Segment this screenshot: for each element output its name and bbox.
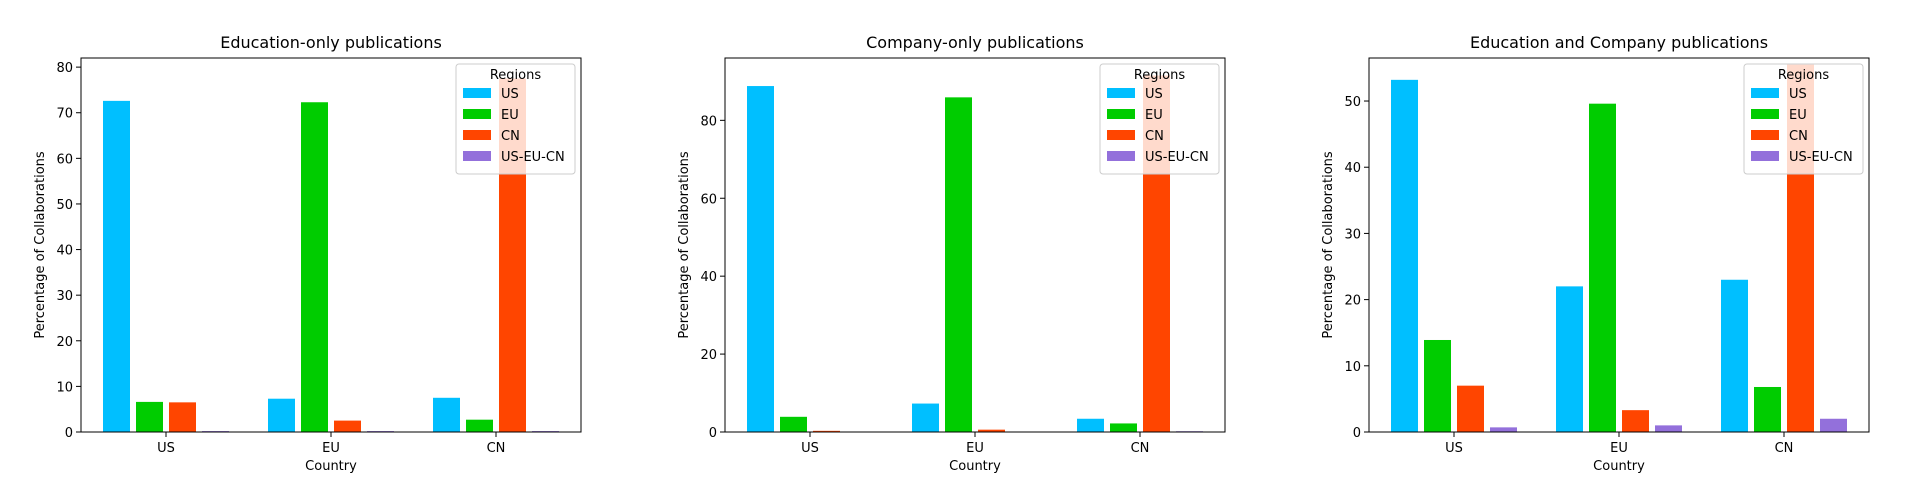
x-tick-label: US — [801, 441, 819, 456]
bar-us-eu — [912, 403, 939, 432]
y-tick-label: 40 — [700, 270, 717, 285]
y-tick-label: 80 — [700, 114, 717, 129]
bar-eu-us — [136, 401, 163, 432]
bar-eu-eu — [301, 102, 328, 433]
legend-title: Regions — [1778, 68, 1830, 83]
legend-label-eu: EU — [501, 108, 519, 123]
legend-swatch-cn — [1751, 130, 1779, 140]
bar-eu-cn — [1754, 386, 1781, 432]
y-tick-label: 40 — [56, 244, 73, 259]
legend: Regions US EU CN US-EU-CN — [1099, 63, 1220, 175]
legend-label-cn: CN — [1789, 129, 1808, 144]
y-tick-label: 60 — [56, 152, 73, 167]
chart-panel-2: Company-only publications 0 20 40 60 80 US EU CN… — [677, 33, 1226, 474]
legend-swatch-eu — [1751, 109, 1779, 119]
legend-label-cn: CN — [1145, 129, 1164, 144]
legend-title: Regions — [490, 68, 542, 83]
x-axis-label: Country — [1593, 459, 1645, 474]
chart-title: Education-only publications — [220, 33, 442, 52]
x-tick-label: EU — [322, 441, 340, 456]
legend-title: Regions — [1134, 68, 1186, 83]
y-tick-label: 20 — [700, 348, 717, 363]
bar-us-eu — [268, 398, 295, 432]
legend-swatch-us — [463, 88, 491, 98]
legend-label-us-eu-cn: US-EU-CN — [1145, 150, 1209, 165]
legend-label-cn: CN — [501, 129, 520, 144]
bar-us-eu-cn-us — [1490, 427, 1517, 432]
chart-panel-3: Education and Company publications 0 10 20 3… — [1321, 33, 1870, 474]
chart-title: Company-only publications — [866, 33, 1084, 52]
bar-cn-us — [813, 430, 840, 432]
y-tick-label: 50 — [1344, 95, 1361, 110]
bar-us-eu-cn-cn — [1820, 418, 1847, 432]
x-axis-label: Country — [305, 459, 357, 474]
x-tick-label: US — [157, 441, 175, 456]
y-tick-label: 0 — [1353, 426, 1361, 441]
legend-label-us: US — [1145, 87, 1163, 102]
bar-us-cn — [433, 397, 460, 432]
bar-eu-us — [1424, 339, 1451, 432]
y-tick-label: 20 — [1344, 294, 1361, 309]
x-tick-label: EU — [1610, 441, 1628, 456]
legend-label-eu: EU — [1145, 108, 1163, 123]
bar-us-us — [747, 86, 774, 433]
bar-us-cn — [1077, 418, 1104, 432]
legend-label-eu: EU — [1789, 108, 1807, 123]
chart-title: Education and Company publications — [1470, 33, 1768, 52]
x-tick-label: CN — [487, 441, 506, 456]
bar-us-eu — [1556, 286, 1583, 432]
y-tick-label: 30 — [1344, 227, 1361, 242]
x-tick-label: CN — [1775, 441, 1794, 456]
legend-swatch-us-eu-cn — [1751, 151, 1779, 161]
bar-us-cn — [1721, 279, 1748, 432]
bar-eu-cn — [1110, 423, 1137, 432]
legend-label-us-eu-cn: US-EU-CN — [501, 150, 565, 165]
y-tick-label: 30 — [56, 289, 73, 304]
legend-label-us: US — [501, 87, 519, 102]
legend: Regions US EU CN US-EU-CN — [1743, 63, 1864, 175]
legend-swatch-eu — [463, 109, 491, 119]
bar-eu-cn — [466, 419, 493, 432]
y-tick-label: 0 — [709, 426, 717, 441]
y-tick-label: 10 — [1344, 360, 1361, 375]
y-tick-label: 60 — [700, 192, 717, 207]
x-axis-label: Country — [949, 459, 1001, 474]
x-tick-label: US — [1445, 441, 1463, 456]
y-tick-label: 40 — [1344, 161, 1361, 176]
legend-swatch-cn — [463, 130, 491, 140]
y-tick-label: 50 — [56, 198, 73, 213]
bar-cn-eu — [1622, 410, 1649, 432]
legend-label-us: US — [1789, 87, 1807, 102]
bar-cn-us — [1457, 385, 1484, 432]
bar-us-eu-cn-eu — [1655, 425, 1682, 432]
x-tick-label: EU — [966, 441, 984, 456]
chart-panel-1: Education-only publications 0 10 20 30 40 50 60… — [33, 33, 582, 474]
legend-swatch-us-eu-cn — [463, 151, 491, 161]
bar-cn-us — [169, 402, 196, 432]
bar-us-us — [1391, 79, 1418, 433]
legend: Regions US EU CN US-EU-CN — [455, 63, 576, 175]
y-tick-label: 20 — [56, 335, 73, 350]
legend-swatch-us — [1751, 88, 1779, 98]
y-tick-label: 70 — [56, 107, 73, 122]
legend-swatch-us — [1107, 88, 1135, 98]
x-tick-label: CN — [1131, 441, 1150, 456]
y-tick-label: 80 — [56, 61, 73, 76]
bar-us-us — [103, 100, 130, 432]
bar-cn-eu — [978, 429, 1005, 432]
legend-swatch-eu — [1107, 109, 1135, 119]
bar-cn-eu — [334, 420, 361, 432]
bar-eu-us — [780, 416, 807, 432]
bar-eu-eu — [1589, 103, 1616, 432]
y-axis-label: Percentage of Collaborations — [677, 151, 692, 339]
legend-swatch-us-eu-cn — [1107, 151, 1135, 161]
y-tick-label: 10 — [56, 380, 73, 395]
bar-eu-eu — [945, 97, 972, 433]
y-axis-label: Percentage of Collaborations — [33, 151, 48, 339]
y-tick-label: 0 — [65, 426, 73, 441]
y-axis-label: Percentage of Collaborations — [1321, 151, 1336, 339]
legend-swatch-cn — [1107, 130, 1135, 140]
legend-label-us-eu-cn: US-EU-CN — [1789, 150, 1853, 165]
